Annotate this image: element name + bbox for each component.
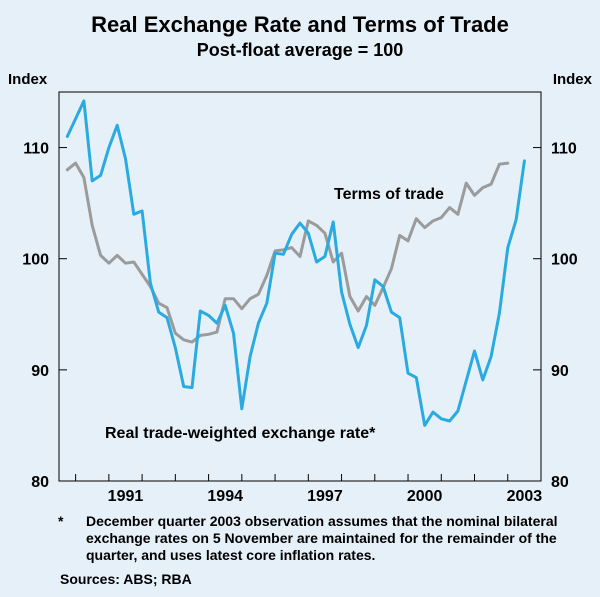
x-tick-label: 2000: [407, 488, 443, 505]
chart-svg: Real Exchange Rate and Terms of Trade Po…: [8, 12, 593, 505]
x-tick-label: 2003: [507, 488, 543, 505]
x-tick-label: 1997: [307, 488, 343, 505]
y-tick-label-right: 100: [551, 252, 578, 269]
series-layer: [65, 99, 526, 427]
sources: Sources: ABS; RBA: [60, 571, 192, 587]
annotation-exchange-rate: Real trade-weighted exchange rate*: [105, 425, 376, 442]
plot-area: [58, 91, 542, 482]
annotation-terms-of-trade: Terms of trade: [334, 186, 444, 203]
y-tick-label-left: 100: [22, 252, 49, 269]
y-tick-label-right: 90: [551, 363, 569, 380]
y-tick-label-right: 110: [551, 141, 577, 158]
y-axis-label-left: Index: [8, 71, 48, 88]
y-ticks: 80 80 90 90 100 100 110 110: [22, 141, 578, 491]
chart-title: Real Exchange Rate and Terms of Trade: [91, 12, 509, 37]
y-tick-label-left: 90: [31, 363, 49, 380]
x-tick-label: 1994: [207, 488, 243, 505]
y-tick-label-left: 80: [31, 474, 49, 491]
y-axis-label-right: Index: [553, 71, 593, 88]
chart-subtitle: Post-float average = 100: [197, 40, 404, 60]
y-tick-label-right: 80: [551, 474, 569, 491]
series-line-exchange-rate: [65, 99, 526, 427]
y-tick-label-left: 110: [23, 141, 49, 158]
series-line-terms-of-trade: [65, 161, 510, 344]
footnote-marker: *: [58, 513, 64, 529]
x-ticks: 1991 1994 1997 2000 2003: [75, 474, 543, 505]
x-tick-label: 1991: [108, 488, 144, 505]
footnote: * December quarter 2003 observation assu…: [58, 513, 580, 564]
footnote-text: December quarter 2003 observation assume…: [86, 513, 558, 563]
